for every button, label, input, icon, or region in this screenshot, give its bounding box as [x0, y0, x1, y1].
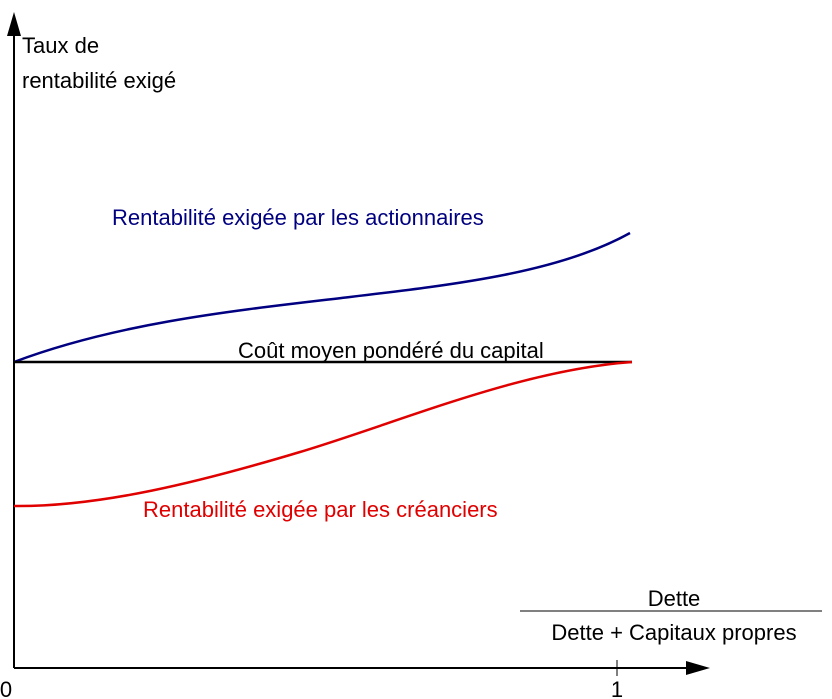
- curve-label: Rentabilité exigée par les actionnaires: [112, 205, 484, 230]
- x-tick-label: 1: [611, 677, 623, 699]
- x-axis-label: Dette + Capitaux propres: [551, 620, 796, 645]
- curve-label: Rentabilité exigée par les créanciers: [143, 497, 498, 522]
- creditor-curve: [13, 360, 633, 508]
- x-axis-arrow: [686, 661, 710, 675]
- y-axis-label: rentabilité exigé: [22, 68, 176, 93]
- curve-label: Coût moyen pondéré du capital: [238, 338, 544, 363]
- shareholder-curve: [13, 231, 631, 364]
- y-axis-arrow: [7, 12, 21, 36]
- x-axis-label: Dette: [648, 586, 701, 611]
- y-axis-label: Taux de: [22, 33, 99, 58]
- x-tick-label: 0: [0, 677, 12, 699]
